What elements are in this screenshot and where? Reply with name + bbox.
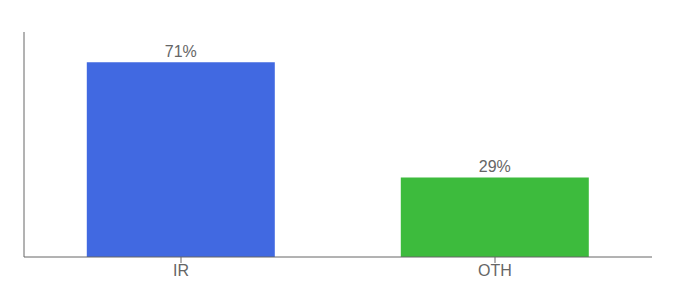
svg-text:29%: 29% <box>479 158 511 175</box>
svg-text:IR: IR <box>173 262 189 279</box>
svg-text:71%: 71% <box>165 43 197 60</box>
svg-text:OTH: OTH <box>478 262 512 279</box>
